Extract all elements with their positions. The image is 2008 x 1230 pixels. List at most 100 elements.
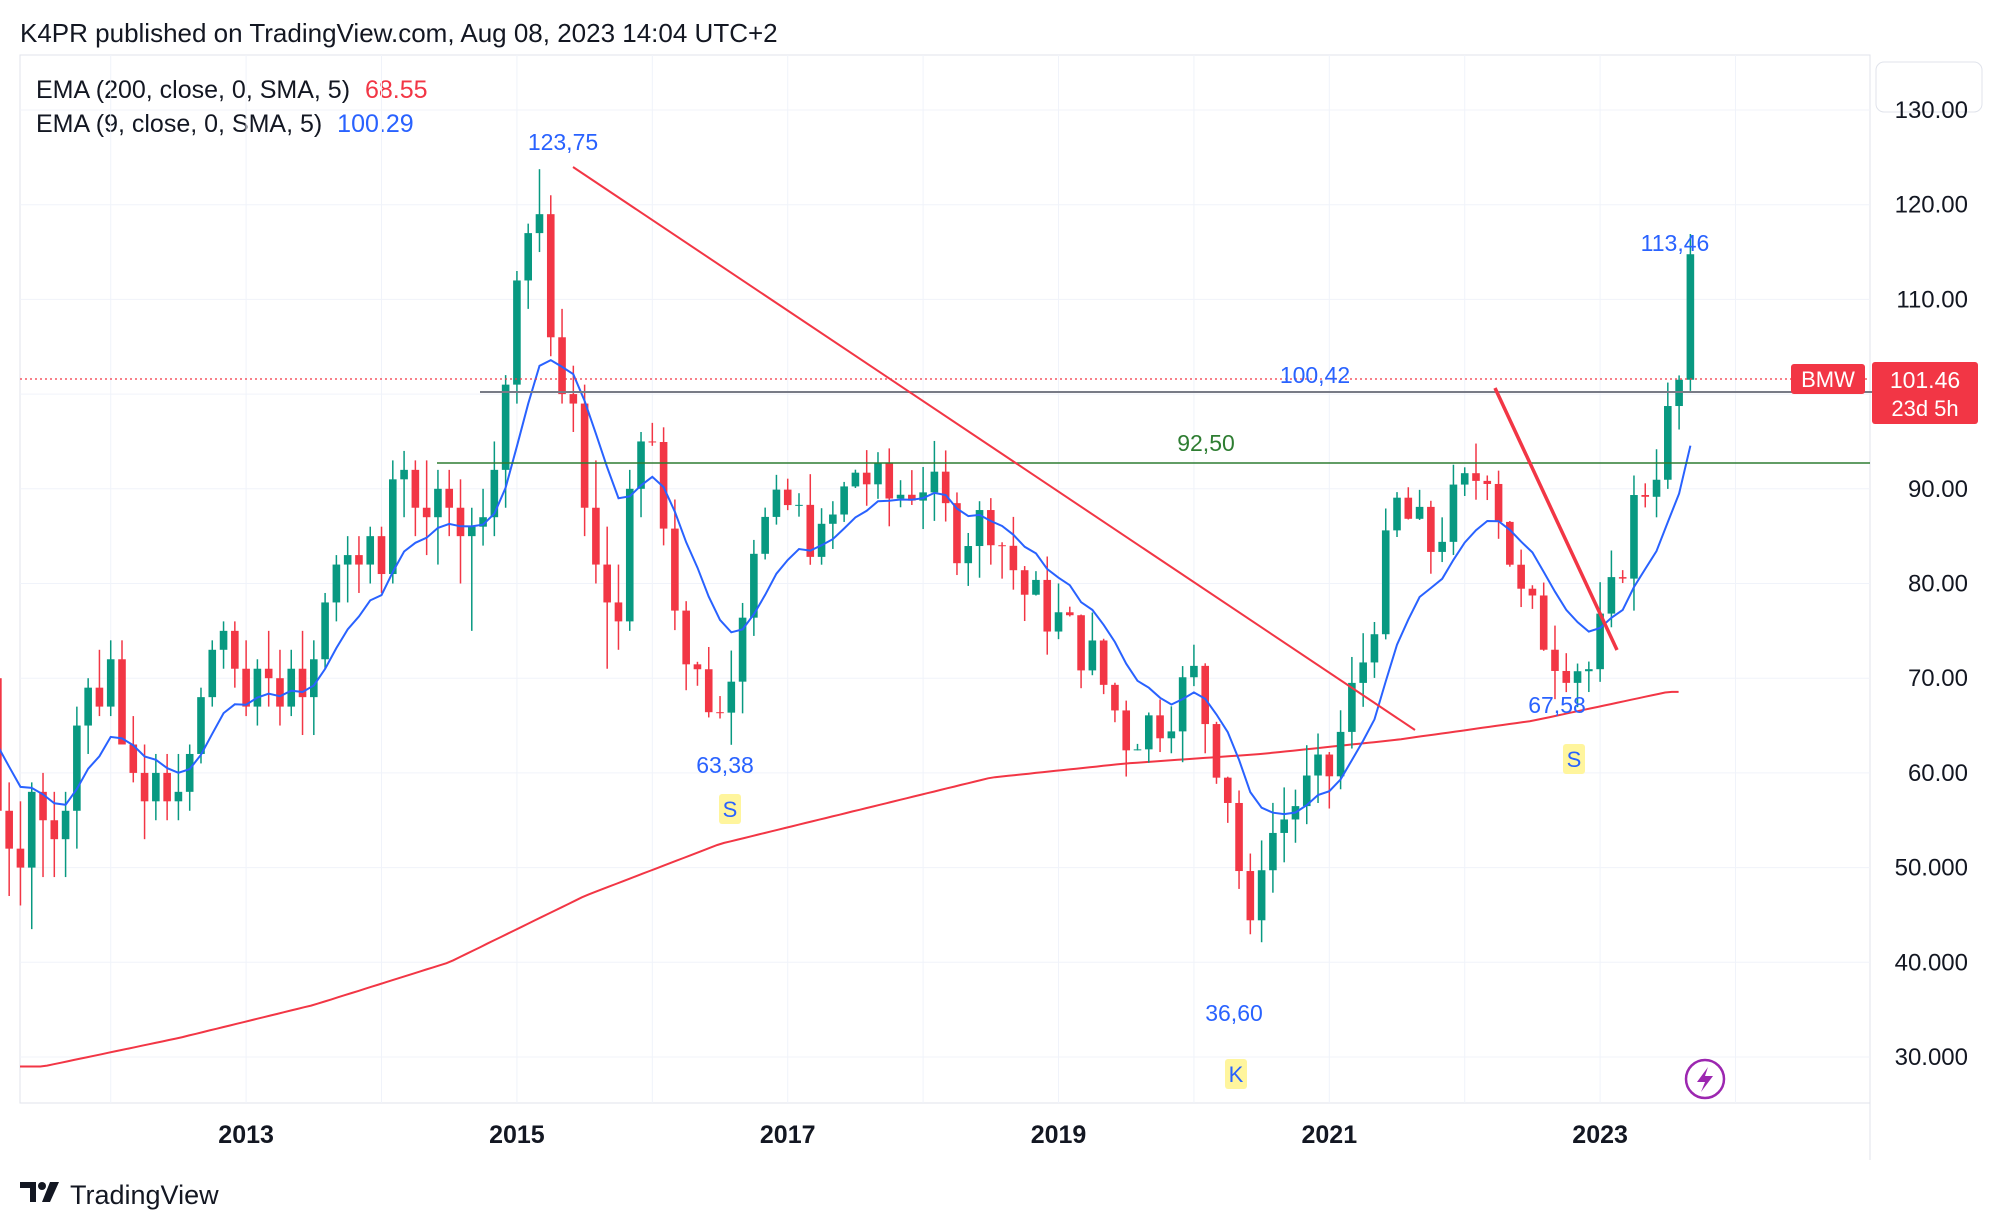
candle-body — [1585, 669, 1593, 672]
candle-body — [343, 555, 352, 565]
grid — [20, 55, 1870, 1103]
lightning-icon[interactable] — [1684, 1058, 1726, 1100]
scale-button[interactable] — [1875, 61, 1983, 113]
x-tick-label: 2015 — [489, 1121, 545, 1149]
candle-body — [467, 526, 476, 537]
y-tick-label: 110.00 — [1896, 286, 1968, 313]
candle-body — [1235, 802, 1243, 872]
candle-body — [727, 681, 736, 713]
candle-body — [862, 472, 871, 485]
candle-body — [400, 469, 408, 480]
candle-body — [140, 772, 149, 802]
candle-body — [750, 553, 758, 618]
candle-body — [1438, 541, 1446, 552]
candle-body — [953, 503, 961, 564]
candle-body — [817, 523, 826, 557]
candle-body — [1167, 731, 1176, 739]
candle-body — [580, 403, 589, 508]
candle-body — [1562, 670, 1571, 683]
candle-body — [61, 810, 70, 840]
legend-ema9[interactable]: EMA (9, close, 0, SMA, 5) 100.29 — [36, 110, 414, 139]
candle-body — [479, 517, 487, 527]
candle-body — [298, 668, 307, 698]
candle-body — [1370, 634, 1379, 663]
candle-body — [5, 810, 13, 849]
candle-body — [783, 489, 792, 506]
ema9-path — [0, 358, 1692, 816]
y-axis-ticks: 130.00120.00110.00100.0090.0080.0070.006… — [1895, 97, 1968, 1071]
candle-body — [264, 668, 273, 679]
candle-body — [50, 820, 59, 840]
x-tick-label: 2013 — [218, 1121, 274, 1149]
candle-body — [1506, 521, 1514, 565]
candle-body — [603, 564, 611, 603]
candle-body — [806, 504, 815, 557]
candle-body — [908, 494, 916, 501]
candle-body — [592, 507, 600, 565]
candle-body — [310, 659, 318, 698]
ema9-line — [0, 358, 1692, 816]
candle-body — [546, 214, 555, 338]
candle-body — [422, 507, 431, 518]
price-label: 113,46 — [1641, 230, 1710, 256]
candle-body — [1494, 483, 1503, 522]
candle-body — [1573, 671, 1582, 683]
candle-body — [219, 630, 228, 650]
candle-body — [682, 610, 690, 665]
candle-body — [1460, 473, 1469, 485]
candle-body — [208, 649, 217, 698]
candle-body — [1212, 724, 1221, 778]
candle-body — [1099, 640, 1108, 685]
candle-body — [1449, 484, 1458, 542]
candle-body — [1607, 577, 1616, 614]
candle-body — [231, 630, 239, 669]
y-tick-label: 130.00 — [1895, 97, 1968, 124]
candle-body — [761, 516, 769, 554]
legend-ema9-label: EMA (9, close, 0, SMA, 5) — [36, 110, 323, 138]
candle-body — [1551, 649, 1559, 671]
candle-body — [1630, 495, 1638, 579]
marker-box — [1563, 744, 1585, 774]
candles — [0, 169, 645, 930]
candle-body — [1381, 530, 1390, 635]
candle-body — [829, 514, 837, 524]
candle-body — [434, 488, 442, 518]
candle-body — [253, 668, 262, 707]
candle-body — [558, 337, 566, 395]
marker-label: S — [723, 797, 738, 822]
candle-body — [445, 488, 454, 508]
candle-body — [16, 848, 25, 868]
candle-body — [1596, 613, 1604, 670]
candle-body — [1336, 731, 1345, 777]
footer-brand: TradingView — [70, 1180, 219, 1210]
downtrend-line-short — [1493, 387, 1619, 651]
plot-area — [19, 54, 1871, 1104]
candle-body — [152, 772, 160, 802]
price-label: 63,38 — [696, 752, 754, 778]
price-label: 123,75 — [528, 129, 598, 155]
candles-extended — [648, 234, 1695, 943]
tradingview-logo-icon — [20, 1180, 60, 1211]
price-chart[interactable]: 130.00120.00110.00100.0090.0080.0070.006… — [0, 0, 2008, 1170]
legend-ema200[interactable]: EMA (200, close, 0, SMA, 5) 68.55 — [36, 76, 428, 105]
candle-body — [185, 753, 194, 792]
candle-body — [197, 697, 205, 754]
footer[interactable]: TradingView — [20, 1180, 219, 1211]
ema200-line — [20, 690, 1679, 1068]
candle-body — [1472, 473, 1480, 481]
candle-body — [1020, 570, 1029, 595]
candle-body — [716, 712, 724, 714]
candle-body — [355, 555, 363, 565]
candle-body — [1280, 819, 1288, 833]
candle-body — [1618, 577, 1627, 579]
candle-body — [1156, 715, 1164, 739]
candle-body — [27, 791, 36, 868]
candle-body — [501, 384, 510, 470]
candle-body — [106, 659, 115, 707]
candle-body — [1269, 832, 1277, 871]
candle-body — [659, 441, 668, 529]
candle-body — [456, 507, 465, 537]
candle-body — [975, 510, 984, 547]
candle-body — [1348, 682, 1356, 732]
candle-body — [569, 394, 578, 404]
